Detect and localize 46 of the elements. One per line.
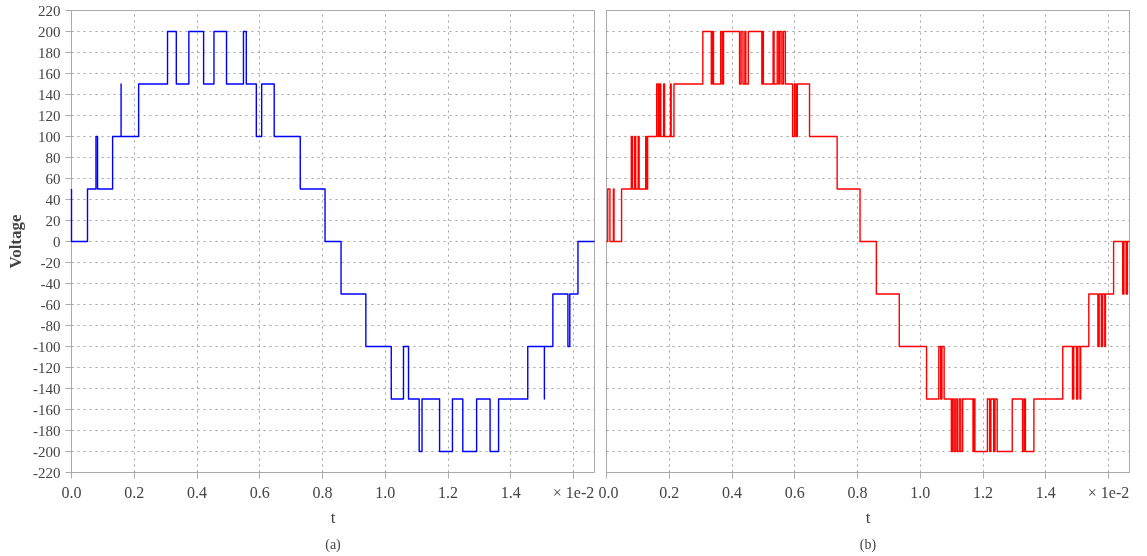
x-tick-label: 0.6 <box>249 483 270 501</box>
y-tick-label: -180 <box>33 422 61 439</box>
x-tick-label: 0.4 <box>187 483 208 501</box>
y-axis-title: Voltage <box>6 213 25 269</box>
y-tick-label: 100 <box>38 128 61 145</box>
y-tick-label: 200 <box>38 23 61 40</box>
text: × 1e-2 <box>552 483 595 501</box>
y-tick-label: 180 <box>38 44 61 61</box>
x-tick-label: 0.4 <box>722 483 743 501</box>
y-tick-label: -60 <box>40 296 61 313</box>
x-tick-label: 0.2 <box>659 483 680 501</box>
y-tick-label: -200 <box>33 443 61 460</box>
y-tick-label: -20 <box>40 254 61 271</box>
y-tick-label: -140 <box>33 380 61 397</box>
y-tick-label: 120 <box>38 107 61 124</box>
y-tick-label: 80 <box>45 149 61 166</box>
text: × 1e-2 <box>1087 483 1130 501</box>
y-tick-label: -40 <box>40 275 61 292</box>
x-tick-label: 1.2 <box>973 483 994 501</box>
y-tick-label: -220 <box>33 464 61 481</box>
y-tick-label: 60 <box>45 170 61 187</box>
x-tick-label: 0.8 <box>847 483 868 501</box>
x-tick-label: 0.6 <box>784 483 805 501</box>
y-tick-label: -120 <box>33 359 61 376</box>
x-axis-title: t <box>865 507 871 527</box>
text: (b) <box>859 536 877 553</box>
y-tick-label: 160 <box>38 65 61 82</box>
y-tick-label: 20 <box>45 212 61 229</box>
y-tick-label: -100 <box>33 338 61 355</box>
x-axis-title: t <box>330 507 336 527</box>
x-tick-label: 1.4 <box>500 483 521 501</box>
x-tick-label: 0.8 <box>312 483 333 501</box>
x-tick-label: 1.0 <box>910 483 931 501</box>
x-tick-label: 0.0 <box>61 483 82 501</box>
y-tick-label: -160 <box>33 401 61 418</box>
x-tick-label: 1.4 <box>1035 483 1056 501</box>
x-tick-label: 0.2 <box>124 483 145 501</box>
x-tick-label: 1.2 <box>438 483 459 501</box>
x-tick-label: 0.0 <box>598 483 619 501</box>
text: (a) <box>325 536 342 553</box>
y-tick-label: -80 <box>40 317 61 334</box>
y-tick-label: 220 <box>38 2 61 19</box>
y-tick-label: 140 <box>38 86 61 103</box>
x-tick-label: 1.0 <box>375 483 396 501</box>
y-tick-label: 40 <box>45 191 61 208</box>
y-tick-label: 0 <box>53 233 61 250</box>
